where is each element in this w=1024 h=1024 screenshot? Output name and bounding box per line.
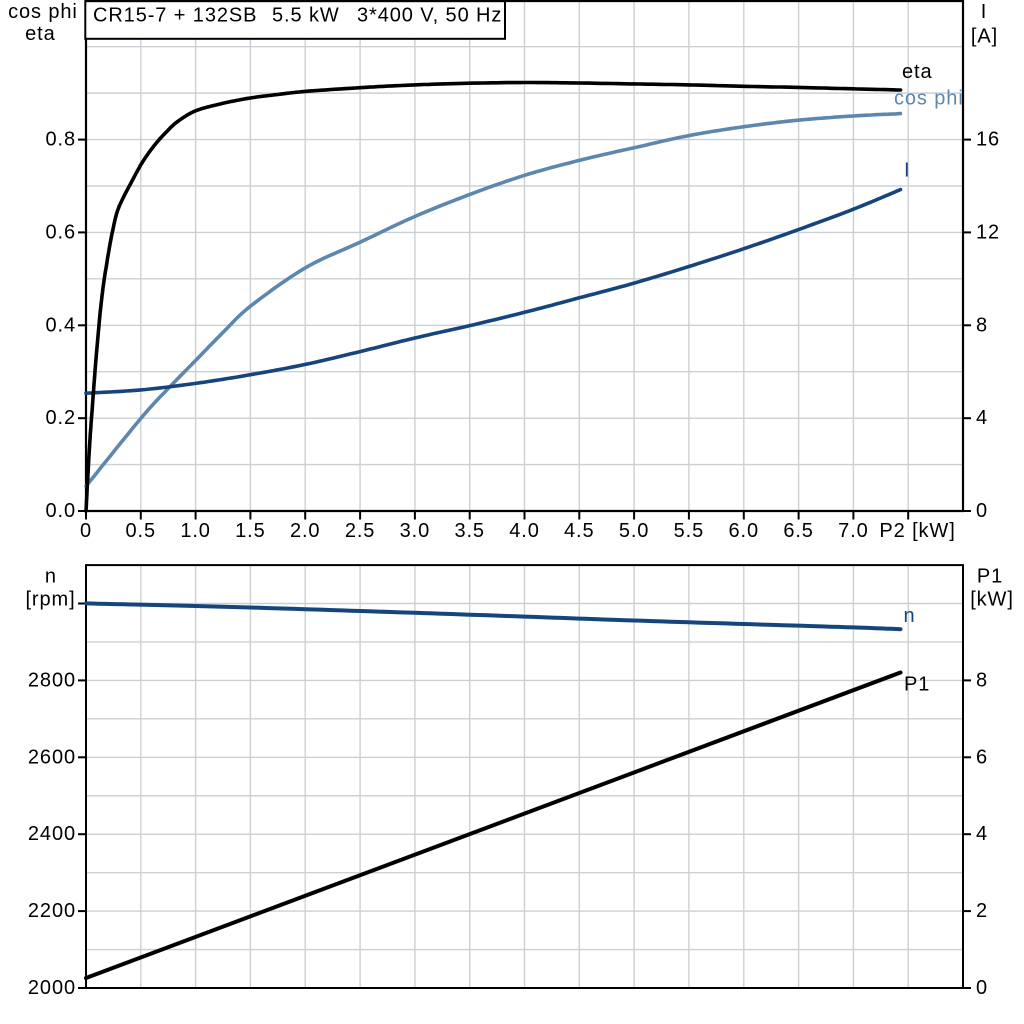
svg-text:0: 0: [976, 977, 988, 999]
svg-text:5.5 kW: 5.5 kW: [272, 5, 340, 27]
svg-text:P2 [kW]: P2 [kW]: [879, 520, 955, 542]
svg-text:cos phi: cos phi: [8, 1, 78, 23]
svg-text:8: 8: [976, 669, 988, 691]
svg-text:4: 4: [976, 823, 988, 845]
svg-text:eta: eta: [902, 61, 933, 83]
svg-text:0.6: 0.6: [45, 221, 76, 243]
svg-text:0.4: 0.4: [45, 314, 76, 336]
svg-text:2000: 2000: [28, 977, 76, 999]
svg-text:3.0: 3.0: [400, 520, 431, 542]
svg-text:2400: 2400: [28, 823, 76, 845]
svg-text:4: 4: [976, 407, 988, 429]
svg-text:6.5: 6.5: [783, 520, 814, 542]
svg-text:cos phi: cos phi: [894, 88, 964, 110]
svg-text:4.0: 4.0: [509, 520, 540, 542]
svg-text:12: 12: [976, 221, 1000, 243]
svg-text:2800: 2800: [28, 669, 76, 691]
svg-text:0.0: 0.0: [45, 500, 76, 522]
svg-text:CR15-7 + 132SB: CR15-7 + 132SB: [93, 5, 257, 27]
svg-text:n: n: [904, 605, 916, 627]
svg-text:[kW]: [kW]: [970, 589, 1014, 611]
svg-text:6: 6: [976, 746, 988, 768]
svg-text:0: 0: [80, 520, 92, 542]
svg-text:I: I: [904, 160, 910, 182]
svg-text:16: 16: [976, 129, 1000, 151]
svg-text:5.0: 5.0: [619, 520, 650, 542]
svg-text:6.0: 6.0: [729, 520, 760, 542]
svg-text:n: n: [45, 566, 57, 588]
svg-text:2.0: 2.0: [290, 520, 321, 542]
svg-text:2: 2: [976, 900, 988, 922]
svg-text:0.2: 0.2: [45, 407, 76, 429]
svg-text:0.8: 0.8: [45, 129, 76, 151]
svg-text:1.5: 1.5: [235, 520, 266, 542]
svg-text:0: 0: [976, 500, 988, 522]
svg-text:P1: P1: [977, 566, 1003, 588]
svg-text:3.5: 3.5: [454, 520, 485, 542]
svg-text:2.5: 2.5: [345, 520, 376, 542]
svg-text:0.5: 0.5: [126, 520, 157, 542]
svg-text:1.0: 1.0: [180, 520, 211, 542]
svg-text:5.5: 5.5: [674, 520, 705, 542]
svg-text:4.5: 4.5: [564, 520, 595, 542]
svg-text:3*400 V, 50 Hz: 3*400 V, 50 Hz: [357, 5, 502, 27]
svg-text:2600: 2600: [28, 746, 76, 768]
svg-text:P1: P1: [904, 674, 930, 696]
svg-text:7.0: 7.0: [838, 520, 869, 542]
svg-text:eta: eta: [25, 23, 56, 45]
svg-text:[A]: [A]: [971, 26, 998, 48]
svg-text:8: 8: [976, 314, 988, 336]
svg-text:2200: 2200: [28, 900, 76, 922]
svg-text:I: I: [981, 1, 987, 23]
svg-text:[rpm]: [rpm]: [25, 589, 75, 611]
